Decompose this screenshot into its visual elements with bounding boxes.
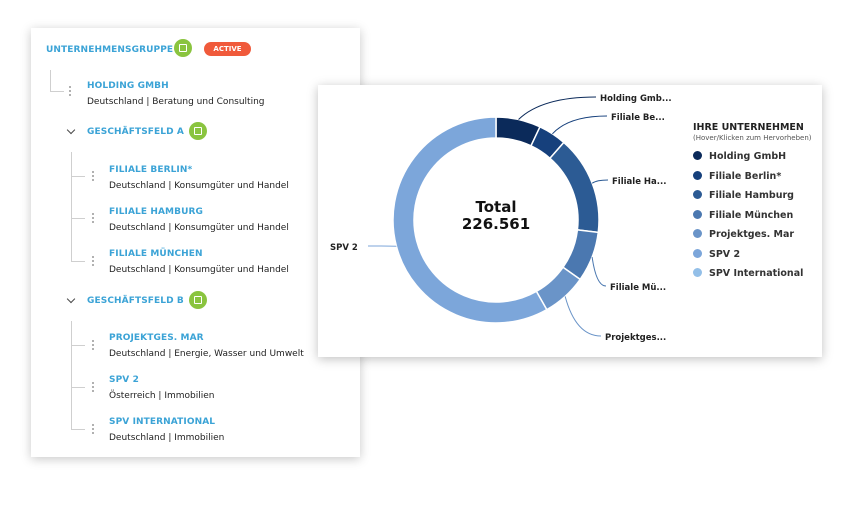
- legend-subtitle: (Hover/Klicken zum Hervorheben): [693, 134, 812, 142]
- callout-line: [552, 115, 608, 135]
- node-projektges-mar-desc: Deutschland | Energie, Wasser und Umwelt: [109, 349, 304, 359]
- group-view-icon[interactable]: [174, 39, 192, 57]
- callout-line: [518, 96, 597, 120]
- callout-filiale-muenchen: Filiale Mü...: [610, 283, 667, 293]
- legend-dot-icon: [693, 171, 702, 180]
- legend-item-holding[interactable]: Holding GmbH: [693, 151, 786, 162]
- field-a-title[interactable]: GESCHÄFTSFELD A: [87, 127, 184, 137]
- legend-item-projektges[interactable]: Projektges. Mar: [693, 229, 794, 240]
- drag-handle-icon[interactable]: [69, 86, 71, 96]
- node-filiale-muenchen[interactable]: FILIALE MÜNCHEN: [109, 249, 203, 259]
- field-b-title[interactable]: GESCHÄFTSFELD B: [87, 296, 184, 306]
- field-a-view-icon[interactable]: [189, 122, 207, 140]
- legend-dot-icon: [693, 190, 702, 199]
- legend-dot-icon: [693, 229, 702, 238]
- chart-center-value: 226.561: [461, 215, 531, 233]
- legend-item-spv-international[interactable]: SPV International: [693, 268, 803, 279]
- node-spv-2[interactable]: SPV 2: [109, 375, 139, 385]
- group-title: UNTERNEHMENSGRUPPE: [46, 45, 174, 55]
- legend-dot-icon: [693, 151, 702, 160]
- callout-projektges: Projektges...: [605, 333, 667, 343]
- chart-center-label: Total: [475, 198, 517, 216]
- node-filiale-muenchen-desc: Deutschland | Konsumgüter und Handel: [109, 265, 289, 275]
- callout-holding: Holding Gmb...: [600, 94, 672, 104]
- callout-line: [564, 296, 602, 337]
- node-spv-international[interactable]: SPV INTERNATIONAL: [109, 417, 216, 427]
- drag-handle-icon[interactable]: [92, 424, 94, 434]
- node-projektges-mar[interactable]: PROJEKTGES. MAR: [109, 333, 204, 343]
- slice-spv-2[interactable]: [392, 116, 548, 324]
- drag-handle-icon[interactable]: [92, 213, 94, 223]
- company-tree-panel: UNTERNEHMENSGRUPPE ACTIVE HOLDING GMBH D…: [31, 28, 360, 457]
- callout-spv-2: SPV 2: [330, 243, 358, 253]
- callout-line: [591, 179, 609, 184]
- node-holding-desc: Deutschland | Beratung und Consulting: [87, 97, 265, 107]
- legend-item-spv-2[interactable]: SPV 2: [693, 249, 740, 260]
- drag-handle-icon[interactable]: [92, 171, 94, 181]
- legend-item-filiale-muenchen[interactable]: Filiale München: [693, 210, 793, 221]
- node-holding[interactable]: HOLDING GMBH: [87, 81, 169, 91]
- node-filiale-hamburg[interactable]: FILIALE HAMBURG: [109, 207, 204, 217]
- legend-dot-icon: [693, 210, 702, 219]
- callout-filiale-berlin: Filiale Be...: [611, 113, 665, 123]
- legend-title: IHRE UNTERNEHMEN: [693, 122, 804, 133]
- node-spv-2-desc: Österreich | Immobilien: [109, 391, 215, 401]
- callout-line: [591, 256, 607, 287]
- callout-filiale-hamburg: Filiale Ha...: [612, 177, 667, 187]
- node-spv-international-desc: Deutschland | Immobilien: [109, 433, 225, 443]
- node-filiale-berlin[interactable]: FILIALE BERLIN*: [109, 165, 193, 175]
- drag-handle-icon[interactable]: [92, 382, 94, 392]
- drag-handle-icon[interactable]: [92, 340, 94, 350]
- node-filiale-berlin-desc: Deutschland | Konsumgüter und Handel: [109, 181, 289, 191]
- legend-dot-icon: [693, 249, 702, 258]
- legend-item-filiale-berlin[interactable]: Filiale Berlin*: [693, 171, 781, 182]
- status-badge: ACTIVE: [204, 42, 251, 56]
- node-filiale-hamburg-desc: Deutschland | Konsumgüter und Handel: [109, 223, 289, 233]
- field-b-view-icon[interactable]: [189, 291, 207, 309]
- drag-handle-icon[interactable]: [92, 256, 94, 266]
- slice-filiale-hamburg[interactable]: [548, 141, 600, 234]
- legend-item-filiale-hamburg[interactable]: Filiale Hamburg: [693, 190, 794, 201]
- legend-dot-icon: [693, 268, 702, 277]
